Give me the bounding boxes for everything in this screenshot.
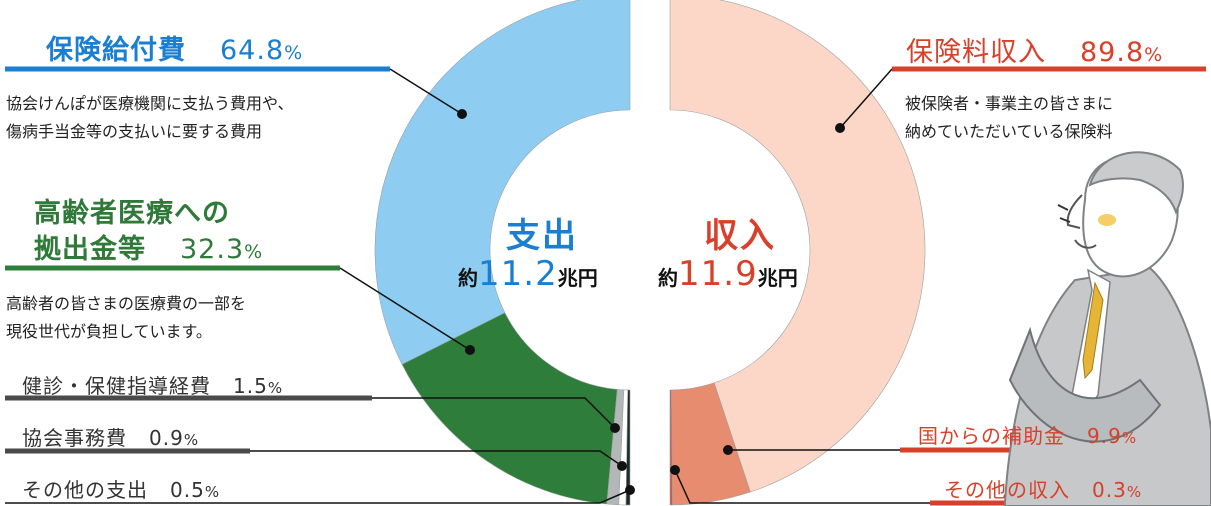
expense-center-title: 支出 bbox=[506, 216, 578, 256]
expense-slices bbox=[374, 0, 631, 506]
leader-lines bbox=[5, 66, 1206, 506]
businessman-illustration bbox=[1004, 151, 1211, 506]
other-expense-leader bbox=[5, 489, 631, 504]
premium-income-label: 保険料収入 89.8% bbox=[906, 30, 1163, 69]
expense-amount-prefix: 約 bbox=[458, 266, 478, 290]
elderly-contribution-desc-line: 高齢者の皆さまの医療費の一部を bbox=[6, 294, 247, 313]
expense-slice-5 bbox=[625, 389, 631, 506]
elderly-contribution-leader bbox=[339, 267, 471, 351]
income-center-amount: 約11.9兆円 bbox=[658, 254, 798, 294]
income-amount-prefix: 約 bbox=[658, 266, 678, 290]
elderly-contribution-label: 高齢者医療への 拠出金等 32.3% bbox=[34, 196, 263, 270]
other-income-title: その他の収入 bbox=[944, 478, 1070, 502]
income-center-title: 収入 bbox=[704, 216, 776, 256]
income-slice-1 bbox=[669, 0, 926, 493]
insurance-benefit-percent: 64.8% bbox=[220, 35, 304, 66]
checkup-guidance-percent: 1.5% bbox=[233, 374, 284, 398]
elderly-contribution-percent: 32.3% bbox=[180, 234, 264, 265]
checkup-guidance-title: 健診・保健指導経費 bbox=[22, 374, 211, 398]
elderly-contribution-title-line: 高齢者医療への bbox=[34, 198, 230, 229]
other-income-percent: 0.3% bbox=[1092, 478, 1143, 502]
national-subsidy-leader-dot bbox=[723, 445, 733, 455]
admin-cost-percent: 0.9% bbox=[149, 426, 200, 450]
national-subsidy-label: 国からの補助金 9.9% bbox=[918, 420, 1137, 449]
insurance-benefit-title: 保険給付費 bbox=[46, 35, 186, 66]
income-amount-value: 11.9 bbox=[678, 254, 758, 294]
premium-income-desc-line: 被保険者・事業主の皆さまに bbox=[905, 94, 1114, 113]
checkup-guidance-label: 健診・保健指導経費 1.5% bbox=[22, 370, 283, 399]
admin-cost-leader bbox=[250, 450, 623, 467]
premium-income-leader-dot bbox=[835, 123, 845, 133]
national-subsidy-percent: 9.9% bbox=[1087, 424, 1138, 448]
admin-cost-label: 協会事務費 0.9% bbox=[22, 422, 199, 451]
other-expense-percent: 0.5% bbox=[170, 478, 221, 502]
premium-income-percent: 89.8% bbox=[1080, 37, 1164, 68]
premium-income-leader bbox=[839, 68, 893, 129]
income-slices bbox=[669, 0, 926, 506]
insurance-benefit-label: 保険給付費 64.8% bbox=[46, 28, 303, 67]
other-income-leader bbox=[674, 469, 930, 504]
premium-income-title: 保険料収入 bbox=[906, 37, 1046, 68]
expense-amount-unit: 兆円 bbox=[557, 266, 598, 290]
insurance-benefit-leader-dot bbox=[457, 109, 467, 119]
income-slice-3 bbox=[669, 389, 673, 506]
other-expense-label: その他の支出 0.5% bbox=[22, 474, 220, 503]
premium-income-desc: 被保険者・事業主の皆さまに 納めていただいている保険料 bbox=[905, 90, 1113, 146]
premium-income-desc-line: 納めていただいている保険料 bbox=[905, 122, 1113, 141]
insurance-benefit-leader bbox=[389, 68, 463, 115]
checkup-guidance-leader-dot bbox=[610, 423, 620, 433]
elderly-contribution-title-line: 拠出金等 bbox=[34, 234, 146, 265]
checkup-guidance-leader bbox=[372, 397, 616, 429]
admin-cost-title: 協会事務費 bbox=[22, 426, 127, 450]
income-amount-unit: 兆円 bbox=[757, 266, 798, 290]
elderly-contribution-desc: 高齢者の皆さまの医療費の一部を 現役世代が負担しています。 bbox=[6, 290, 246, 346]
national-subsidy-title: 国からの補助金 bbox=[918, 424, 1065, 448]
expense-center-amount: 約11.2兆円 bbox=[458, 254, 598, 294]
other-expense-leader-dot bbox=[625, 485, 635, 495]
elderly-contribution-leader-dot bbox=[465, 345, 475, 355]
expense-amount-value: 11.2 bbox=[478, 254, 558, 294]
insurance-benefit-desc: 協会けんぽが医療機関に支払う費用や、 傷病手当金等の支払いに要する費用 bbox=[6, 90, 294, 146]
other-expense-title: その他の支出 bbox=[22, 478, 148, 502]
admin-cost-leader-dot bbox=[617, 461, 627, 471]
other-income-leader-dot bbox=[670, 465, 680, 475]
other-income-label: その他の収入 0.3% bbox=[944, 474, 1142, 503]
insurance-benefit-desc-line: 傷病手当金等の支払いに要する費用 bbox=[6, 122, 263, 141]
insurance-benefit-desc-line: 協会けんぽが医療機関に支払う費用や、 bbox=[6, 94, 294, 113]
elderly-contribution-desc-line: 現役世代が負担しています。 bbox=[6, 322, 212, 341]
expense-slice-1 bbox=[374, 0, 631, 365]
